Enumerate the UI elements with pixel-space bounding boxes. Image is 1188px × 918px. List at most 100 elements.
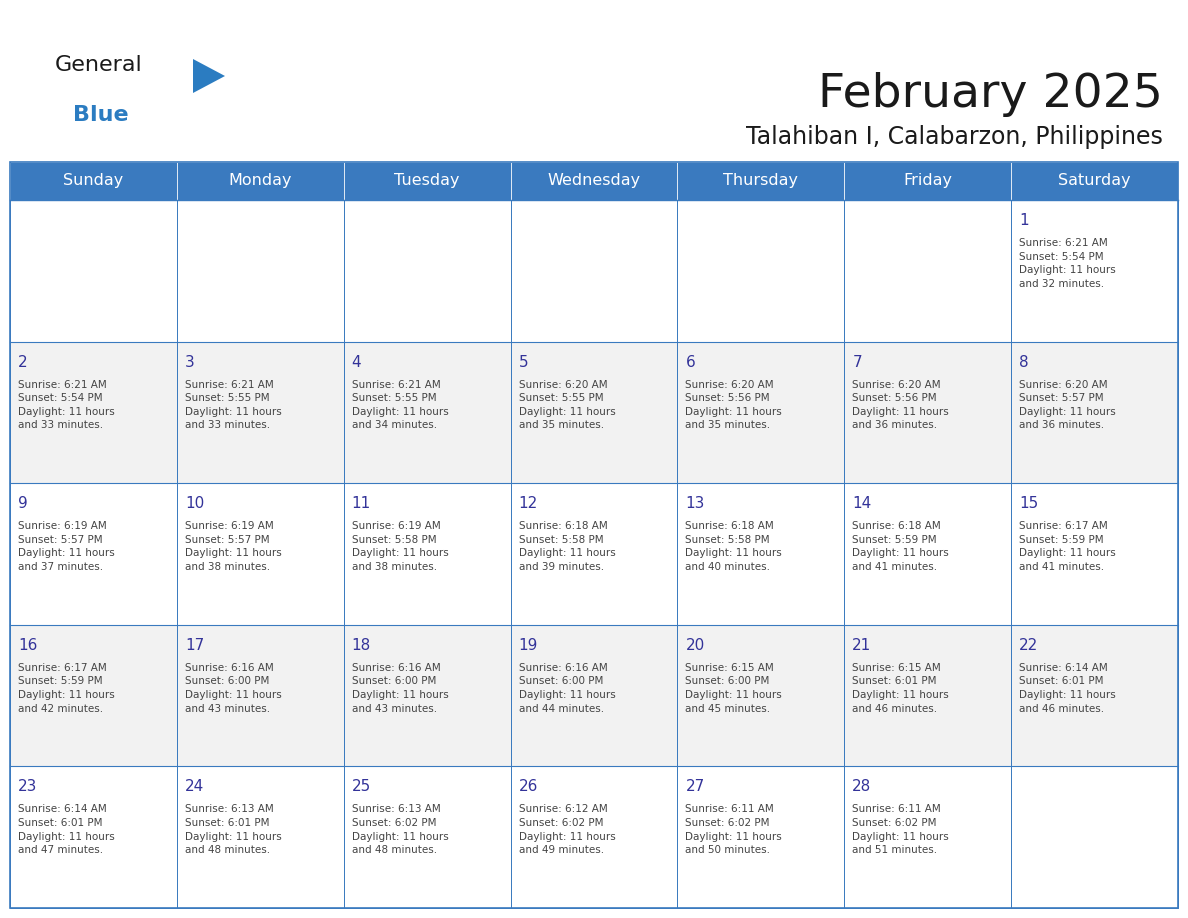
Text: Sunrise: 6:19 AM
Sunset: 5:57 PM
Daylight: 11 hours
and 38 minutes.: Sunrise: 6:19 AM Sunset: 5:57 PM Dayligh… xyxy=(185,521,282,572)
Bar xyxy=(511,483,677,625)
Text: Sunrise: 6:19 AM
Sunset: 5:57 PM
Daylight: 11 hours
and 37 minutes.: Sunrise: 6:19 AM Sunset: 5:57 PM Dayligh… xyxy=(18,521,115,572)
Text: Sunrise: 6:17 AM
Sunset: 5:59 PM
Daylight: 11 hours
and 41 minutes.: Sunrise: 6:17 AM Sunset: 5:59 PM Dayligh… xyxy=(1019,521,1116,572)
Text: Sunrise: 6:21 AM
Sunset: 5:54 PM
Daylight: 11 hours
and 33 minutes.: Sunrise: 6:21 AM Sunset: 5:54 PM Dayligh… xyxy=(18,380,115,431)
Text: 6: 6 xyxy=(685,354,695,370)
Bar xyxy=(511,767,677,908)
Text: Sunrise: 6:13 AM
Sunset: 6:01 PM
Daylight: 11 hours
and 48 minutes.: Sunrise: 6:13 AM Sunset: 6:01 PM Dayligh… xyxy=(185,804,282,856)
Text: 7: 7 xyxy=(852,354,862,370)
Text: Sunrise: 6:11 AM
Sunset: 6:02 PM
Daylight: 11 hours
and 50 minutes.: Sunrise: 6:11 AM Sunset: 6:02 PM Dayligh… xyxy=(685,804,782,856)
Text: Sunrise: 6:16 AM
Sunset: 6:00 PM
Daylight: 11 hours
and 44 minutes.: Sunrise: 6:16 AM Sunset: 6:00 PM Dayligh… xyxy=(519,663,615,713)
Text: Sunrise: 6:18 AM
Sunset: 5:58 PM
Daylight: 11 hours
and 40 minutes.: Sunrise: 6:18 AM Sunset: 5:58 PM Dayligh… xyxy=(685,521,782,572)
Bar xyxy=(845,625,1011,767)
Bar xyxy=(343,625,511,767)
Text: Sunrise: 6:21 AM
Sunset: 5:55 PM
Daylight: 11 hours
and 34 minutes.: Sunrise: 6:21 AM Sunset: 5:55 PM Dayligh… xyxy=(352,380,448,431)
Bar xyxy=(1011,625,1178,767)
Text: Sunrise: 6:15 AM
Sunset: 6:00 PM
Daylight: 11 hours
and 45 minutes.: Sunrise: 6:15 AM Sunset: 6:00 PM Dayligh… xyxy=(685,663,782,713)
Bar xyxy=(343,162,511,200)
Text: Sunday: Sunday xyxy=(63,174,124,188)
Bar xyxy=(677,767,845,908)
Text: Sunrise: 6:18 AM
Sunset: 5:58 PM
Daylight: 11 hours
and 39 minutes.: Sunrise: 6:18 AM Sunset: 5:58 PM Dayligh… xyxy=(519,521,615,572)
Bar xyxy=(10,162,1178,908)
Text: 20: 20 xyxy=(685,638,704,653)
Bar xyxy=(10,341,177,483)
Text: Sunrise: 6:18 AM
Sunset: 5:59 PM
Daylight: 11 hours
and 41 minutes.: Sunrise: 6:18 AM Sunset: 5:59 PM Dayligh… xyxy=(852,521,949,572)
Bar xyxy=(511,625,677,767)
Text: Monday: Monday xyxy=(228,174,292,188)
Polygon shape xyxy=(192,59,225,93)
Text: Sunrise: 6:12 AM
Sunset: 6:02 PM
Daylight: 11 hours
and 49 minutes.: Sunrise: 6:12 AM Sunset: 6:02 PM Dayligh… xyxy=(519,804,615,856)
Bar xyxy=(845,767,1011,908)
Text: Sunrise: 6:14 AM
Sunset: 6:01 PM
Daylight: 11 hours
and 46 minutes.: Sunrise: 6:14 AM Sunset: 6:01 PM Dayligh… xyxy=(1019,663,1116,713)
Bar xyxy=(677,483,845,625)
Text: 25: 25 xyxy=(352,779,371,794)
Text: 9: 9 xyxy=(18,497,27,511)
Text: Sunrise: 6:20 AM
Sunset: 5:55 PM
Daylight: 11 hours
and 35 minutes.: Sunrise: 6:20 AM Sunset: 5:55 PM Dayligh… xyxy=(519,380,615,431)
Text: 15: 15 xyxy=(1019,497,1038,511)
Bar xyxy=(177,341,343,483)
Bar xyxy=(177,767,343,908)
Bar xyxy=(845,162,1011,200)
Text: Sunrise: 6:17 AM
Sunset: 5:59 PM
Daylight: 11 hours
and 42 minutes.: Sunrise: 6:17 AM Sunset: 5:59 PM Dayligh… xyxy=(18,663,115,713)
Bar xyxy=(10,200,177,341)
Text: Sunrise: 6:21 AM
Sunset: 5:54 PM
Daylight: 11 hours
and 32 minutes.: Sunrise: 6:21 AM Sunset: 5:54 PM Dayligh… xyxy=(1019,238,1116,289)
Text: Sunrise: 6:16 AM
Sunset: 6:00 PM
Daylight: 11 hours
and 43 minutes.: Sunrise: 6:16 AM Sunset: 6:00 PM Dayligh… xyxy=(352,663,448,713)
Text: 26: 26 xyxy=(519,779,538,794)
Text: Talahiban I, Calabarzon, Philippines: Talahiban I, Calabarzon, Philippines xyxy=(746,125,1163,149)
Bar xyxy=(677,200,845,341)
Bar xyxy=(177,162,343,200)
Text: Sunrise: 6:14 AM
Sunset: 6:01 PM
Daylight: 11 hours
and 47 minutes.: Sunrise: 6:14 AM Sunset: 6:01 PM Dayligh… xyxy=(18,804,115,856)
Text: Sunrise: 6:16 AM
Sunset: 6:00 PM
Daylight: 11 hours
and 43 minutes.: Sunrise: 6:16 AM Sunset: 6:00 PM Dayligh… xyxy=(185,663,282,713)
Text: 3: 3 xyxy=(185,354,195,370)
Bar xyxy=(177,200,343,341)
Text: 16: 16 xyxy=(18,638,37,653)
Bar xyxy=(845,341,1011,483)
Text: 1: 1 xyxy=(1019,213,1029,228)
Bar xyxy=(343,483,511,625)
Text: Sunrise: 6:11 AM
Sunset: 6:02 PM
Daylight: 11 hours
and 51 minutes.: Sunrise: 6:11 AM Sunset: 6:02 PM Dayligh… xyxy=(852,804,949,856)
Bar xyxy=(343,341,511,483)
Text: 21: 21 xyxy=(852,638,872,653)
Text: 18: 18 xyxy=(352,638,371,653)
Text: 4: 4 xyxy=(352,354,361,370)
Bar xyxy=(10,767,177,908)
Text: Sunrise: 6:13 AM
Sunset: 6:02 PM
Daylight: 11 hours
and 48 minutes.: Sunrise: 6:13 AM Sunset: 6:02 PM Dayligh… xyxy=(352,804,448,856)
Bar xyxy=(1011,162,1178,200)
Bar xyxy=(845,483,1011,625)
Bar xyxy=(343,767,511,908)
Bar xyxy=(511,162,677,200)
Text: 5: 5 xyxy=(519,354,529,370)
Text: Sunrise: 6:19 AM
Sunset: 5:58 PM
Daylight: 11 hours
and 38 minutes.: Sunrise: 6:19 AM Sunset: 5:58 PM Dayligh… xyxy=(352,521,448,572)
Text: 2: 2 xyxy=(18,354,27,370)
Text: 11: 11 xyxy=(352,497,371,511)
Bar xyxy=(677,625,845,767)
Text: Saturday: Saturday xyxy=(1059,174,1131,188)
Bar xyxy=(10,162,177,200)
Text: Sunrise: 6:20 AM
Sunset: 5:57 PM
Daylight: 11 hours
and 36 minutes.: Sunrise: 6:20 AM Sunset: 5:57 PM Dayligh… xyxy=(1019,380,1116,431)
Bar xyxy=(1011,341,1178,483)
Text: 13: 13 xyxy=(685,497,704,511)
Bar xyxy=(677,341,845,483)
Text: Sunrise: 6:21 AM
Sunset: 5:55 PM
Daylight: 11 hours
and 33 minutes.: Sunrise: 6:21 AM Sunset: 5:55 PM Dayligh… xyxy=(185,380,282,431)
Bar xyxy=(177,483,343,625)
Bar xyxy=(10,483,177,625)
Text: Thursday: Thursday xyxy=(723,174,798,188)
Bar xyxy=(511,200,677,341)
Text: 27: 27 xyxy=(685,779,704,794)
Bar xyxy=(511,341,677,483)
Bar xyxy=(677,162,845,200)
Text: 17: 17 xyxy=(185,638,204,653)
Text: Wednesday: Wednesday xyxy=(548,174,640,188)
Bar xyxy=(177,625,343,767)
Text: 12: 12 xyxy=(519,497,538,511)
Bar xyxy=(10,625,177,767)
Text: 23: 23 xyxy=(18,779,37,794)
Bar xyxy=(1011,767,1178,908)
Text: 8: 8 xyxy=(1019,354,1029,370)
Text: 22: 22 xyxy=(1019,638,1038,653)
Bar xyxy=(1011,200,1178,341)
Text: Sunrise: 6:15 AM
Sunset: 6:01 PM
Daylight: 11 hours
and 46 minutes.: Sunrise: 6:15 AM Sunset: 6:01 PM Dayligh… xyxy=(852,663,949,713)
Text: February 2025: February 2025 xyxy=(819,72,1163,117)
Bar xyxy=(1011,483,1178,625)
Text: 19: 19 xyxy=(519,638,538,653)
Text: Tuesday: Tuesday xyxy=(394,174,460,188)
